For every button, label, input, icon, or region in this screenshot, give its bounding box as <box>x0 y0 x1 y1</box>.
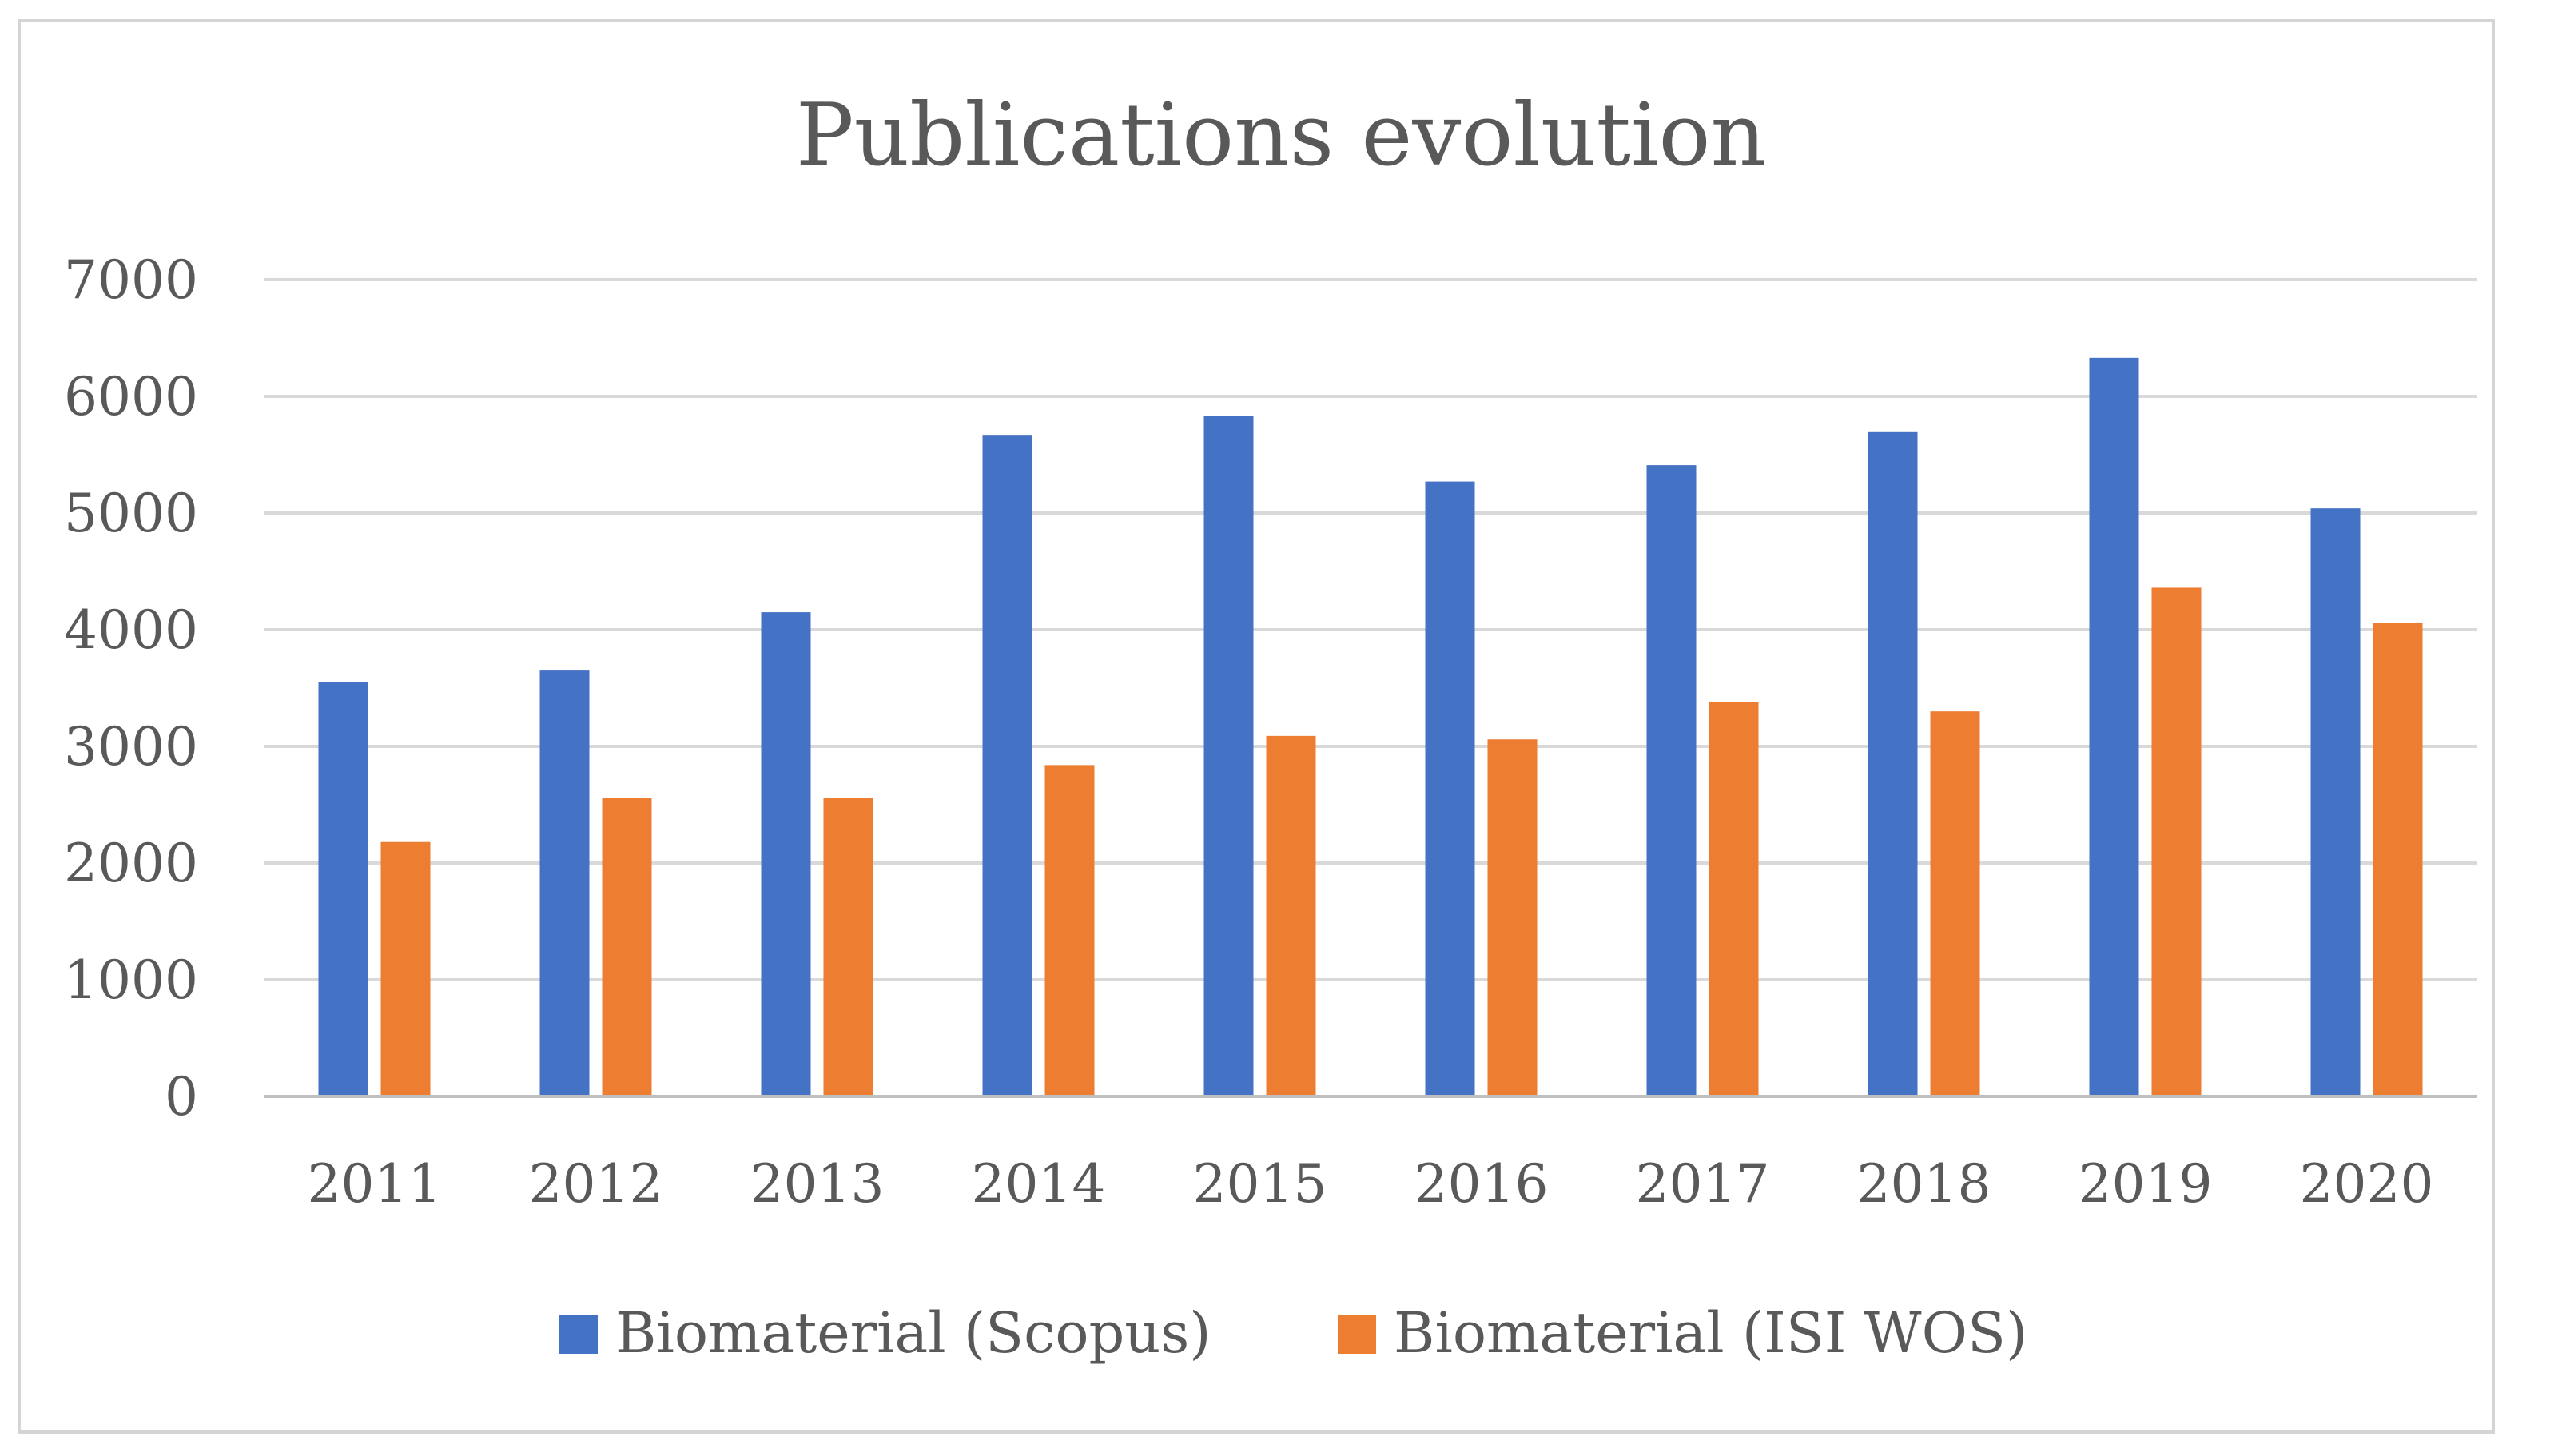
bar-isi-wos-2012 <box>602 798 652 1096</box>
bar-isi-wos-2011 <box>380 841 431 1096</box>
legend-item-isi-wos: Biomaterial (ISI WOS) <box>1338 1300 2027 1366</box>
bar-isi-wos-2013 <box>823 798 873 1096</box>
legend-swatch <box>559 1315 598 1354</box>
gridlines <box>264 278 2477 981</box>
bar-scopus-2016 <box>1425 481 1475 1096</box>
x-tick-label: 2015 <box>1193 1153 1327 1215</box>
legend-item-scopus: Biomaterial (Scopus) <box>559 1300 1211 1366</box>
legend-label: Biomaterial (ISI WOS) <box>1394 1300 2027 1366</box>
bar-isi-wos-2017 <box>1709 702 1759 1096</box>
y-tick-label: 6000 <box>64 366 198 428</box>
y-tick-label: 1000 <box>64 949 198 1011</box>
bar-scopus-2011 <box>318 682 368 1096</box>
bar-isi-wos-2019 <box>2151 587 2202 1096</box>
chart-title: Publications evolution <box>796 86 1766 185</box>
bar-scopus-2012 <box>539 670 590 1096</box>
bar-isi-wos-2018 <box>1930 711 1980 1096</box>
legend-swatch <box>1338 1315 1376 1354</box>
x-tick-label: 2017 <box>1636 1153 1770 1215</box>
y-tick-label: 0 <box>165 1066 198 1128</box>
x-axis-tick-labels: 2011 2012 2013 2014 2015 2016 2017 2018 2019 2020 <box>308 1153 2434 1215</box>
y-tick-label: 2000 <box>64 833 198 894</box>
x-tick-label: 2013 <box>750 1153 885 1215</box>
bars <box>318 357 2423 1096</box>
bar-scopus-2013 <box>761 612 811 1096</box>
x-tick-label: 2012 <box>529 1153 663 1215</box>
x-tick-label: 2019 <box>2079 1153 2213 1215</box>
chart-frame <box>18 19 2495 1434</box>
y-tick-label: 7000 <box>64 249 198 311</box>
legend: Biomaterial (Scopus) Biomaterial (ISI WOS… <box>559 1300 2027 1366</box>
bar-scopus-2018 <box>1868 431 1918 1096</box>
x-tick-label: 2014 <box>972 1153 1106 1215</box>
y-axis-tick-labels: 0 1000 2000 3000 4000 5000 6000 7000 <box>64 249 198 1128</box>
bar-scopus-2015 <box>1203 416 1254 1096</box>
y-tick-label: 4000 <box>64 599 198 661</box>
bar-scopus-2014 <box>982 435 1032 1096</box>
bar-isi-wos-2020 <box>2373 623 2423 1096</box>
bar-isi-wos-2016 <box>1487 739 1538 1096</box>
bar-isi-wos-2014 <box>1044 765 1095 1096</box>
x-tick-label: 2011 <box>308 1153 442 1215</box>
x-tick-label: 2020 <box>2300 1153 2434 1215</box>
y-tick-label: 5000 <box>64 483 198 544</box>
bar-scopus-2019 <box>2089 357 2139 1096</box>
bar-scopus-2017 <box>1646 465 1697 1096</box>
x-tick-label: 2016 <box>1414 1153 1549 1215</box>
x-tick-label: 2018 <box>1857 1153 1991 1215</box>
bar-isi-wos-2015 <box>1266 735 1316 1096</box>
legend-label: Biomaterial (Scopus) <box>615 1300 1211 1366</box>
y-tick-label: 3000 <box>64 716 198 778</box>
bar-scopus-2020 <box>2310 508 2361 1096</box>
